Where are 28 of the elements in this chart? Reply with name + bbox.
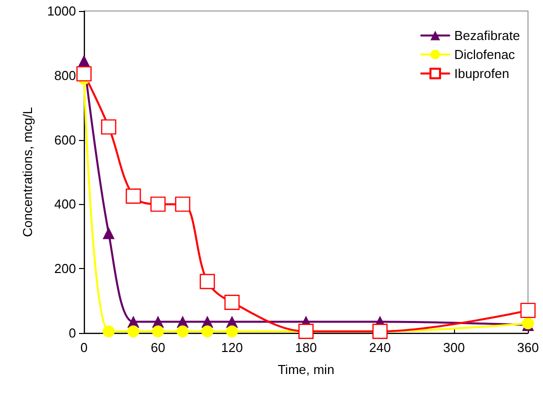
point: [226, 325, 238, 338]
x-tick-label: 120: [221, 340, 243, 355]
point: [200, 274, 215, 290]
y-axis-title: Concentrations, mcg/L: [20, 106, 35, 238]
legend-label: Diclofenac: [454, 47, 516, 62]
x-tick-label: 360: [517, 340, 539, 355]
x-axis-title: Time, min: [278, 362, 334, 377]
y-tick-label: 400: [54, 196, 76, 212]
y-tick-label: 800: [54, 68, 76, 83]
point: [76, 66, 92, 82]
x-tick-label: 0: [80, 340, 88, 355]
point: [176, 325, 189, 338]
point: [201, 325, 214, 338]
x-tick-label: 300: [443, 340, 465, 355]
point: [102, 227, 115, 240]
point: [127, 325, 140, 338]
y-tick-label: 0: [68, 326, 76, 340]
x-tick-label: 240: [369, 340, 391, 355]
y-tick-label: 600: [54, 132, 76, 148]
legend-label: Ibuprofen: [454, 66, 510, 81]
y-tick-label: 1000: [47, 4, 76, 18]
y-tick-label: 200: [54, 261, 76, 276]
point: [102, 325, 115, 338]
point: [224, 294, 240, 310]
legend-label: Bezafibrate: [454, 28, 520, 43]
x-tick-label: 180: [295, 340, 317, 355]
point: [152, 325, 164, 338]
x-tick-label: 60: [150, 340, 166, 355]
